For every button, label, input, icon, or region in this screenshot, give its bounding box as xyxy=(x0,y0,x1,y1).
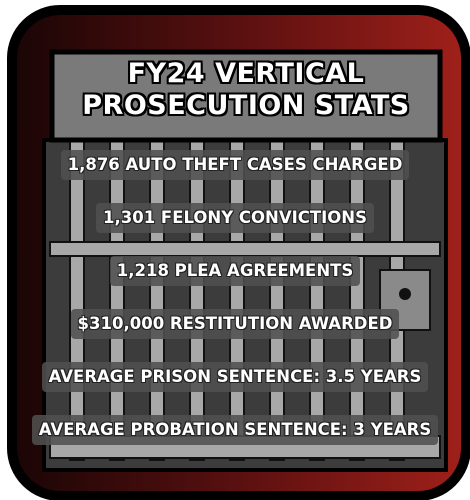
stat-row: AVERAGE PROBATION SENTENCE: 3 YEARS xyxy=(0,415,470,445)
stat-row: 1,301 FELONY CONVICTIONS xyxy=(0,203,470,233)
stat-row: 1,876 AUTO THEFT CASES CHARGED xyxy=(0,150,470,180)
stat-row: $310,000 RESTITUTION AWARDED xyxy=(0,309,470,339)
title: FY24 VERTICAL PROSECUTION STATS xyxy=(52,58,440,122)
stat: $310,000 RESTITUTION AWARDED xyxy=(71,309,400,339)
stat: 1,876 AUTO THEFT CASES CHARGED xyxy=(61,150,410,180)
title-line: PROSECUTION STATS xyxy=(52,90,440,122)
stat: AVERAGE PRISON SENTENCE: 3.5 YEARS xyxy=(42,362,429,392)
stat-row: 1,218 PLEA AGREEMENTS xyxy=(0,256,470,286)
stat: 1,301 FELONY CONVICTIONS xyxy=(96,203,374,233)
stat-row: AVERAGE PRISON SENTENCE: 3.5 YEARS xyxy=(0,362,470,392)
stats-list: 1,876 AUTO THEFT CASES CHARGED 1,301 FELO… xyxy=(0,150,470,468)
stat: AVERAGE PROBATION SENTENCE: 3 YEARS xyxy=(32,415,438,445)
page: FY24 VERTICAL PROSECUTION STATS 1,876 AU… xyxy=(0,0,470,500)
title-line: FY24 VERTICAL xyxy=(52,58,440,90)
stat: 1,218 PLEA AGREEMENTS xyxy=(110,256,361,286)
